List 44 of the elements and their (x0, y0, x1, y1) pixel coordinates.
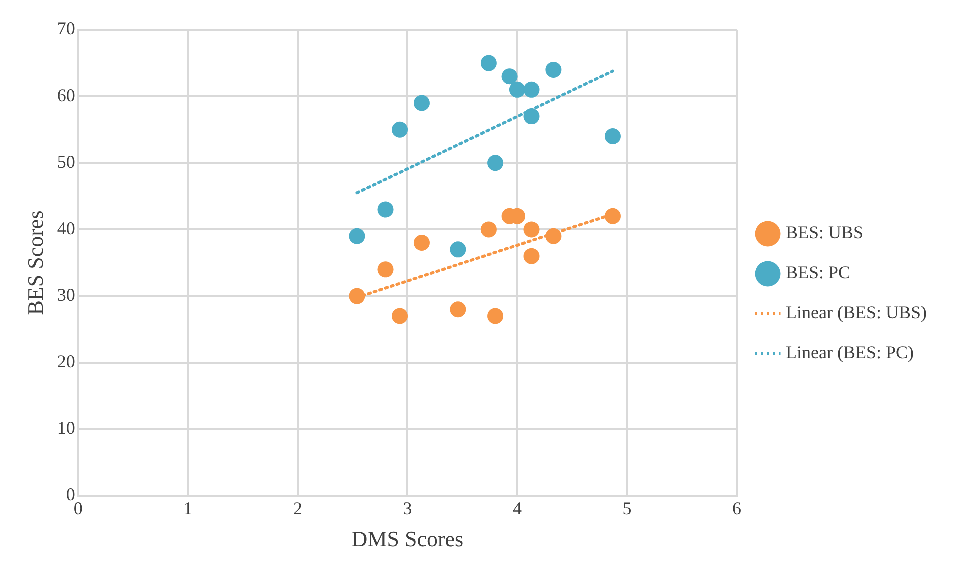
point (524, 248, 540, 264)
y-tick-label: 40 (57, 218, 76, 238)
x-tick-label: 2 (293, 498, 302, 519)
point (524, 222, 540, 238)
point (414, 95, 430, 112)
point (450, 302, 466, 318)
x-tick-label: 4 (512, 498, 522, 519)
x-axis-title: DMS Scores (352, 526, 464, 552)
point (392, 308, 408, 324)
x-tick-label: 5 (622, 498, 632, 519)
point (392, 122, 408, 138)
point (502, 68, 518, 85)
y-tick-label: 20 (57, 352, 76, 372)
x-tick-label: 3 (403, 498, 412, 519)
point (604, 208, 621, 224)
x-tick-label: 1 (184, 498, 193, 519)
point (378, 202, 394, 218)
point (414, 235, 430, 252)
point (480, 55, 497, 72)
point (509, 82, 526, 98)
point (480, 222, 497, 238)
legend-label: Linear (BES: UBS) (786, 302, 928, 323)
x-tick-label: 6 (732, 498, 742, 519)
y-tick-label: 70 (57, 18, 76, 39)
point (546, 228, 562, 244)
point (546, 62, 562, 78)
y-tick-label: 10 (57, 418, 76, 438)
point (524, 108, 540, 125)
point (488, 308, 504, 324)
y-tick-label: 50 (57, 152, 76, 172)
legend-label: BES: PC (786, 262, 851, 283)
point (378, 262, 394, 278)
y-tick-label: 0 (66, 484, 76, 505)
legend-label: BES: UBS (786, 222, 864, 243)
y-tick-label: 60 (57, 85, 76, 106)
point (349, 228, 366, 244)
point (450, 242, 466, 258)
point (524, 82, 540, 98)
point (604, 128, 621, 145)
point (349, 288, 366, 304)
point (488, 155, 504, 172)
legend-label: Linear (BES: PC) (786, 342, 914, 363)
y-axis-title: BES Scores (22, 210, 48, 316)
y-tick-label: 30 (57, 285, 76, 306)
